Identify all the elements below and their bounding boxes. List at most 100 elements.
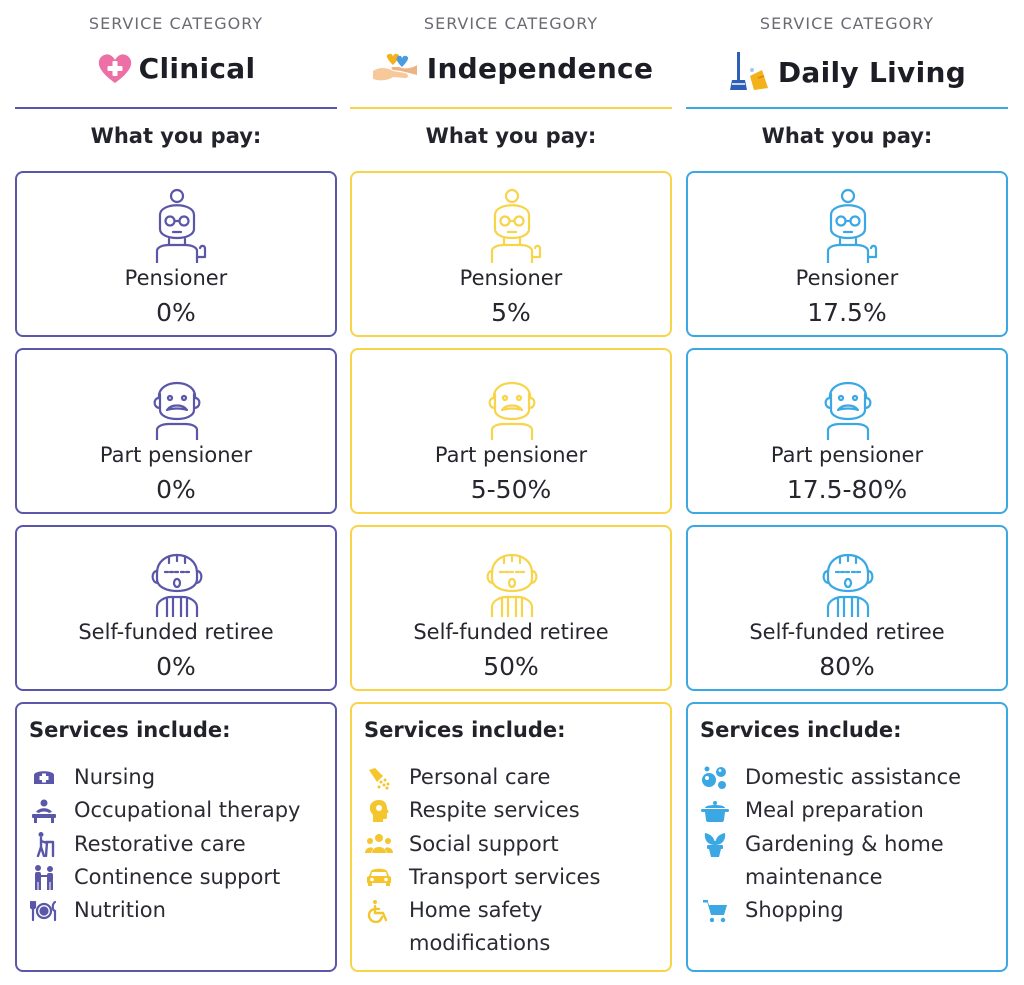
service-label: Occupational therapy: [74, 798, 301, 823]
tier-card-part-pensioner: Part pensioner 17.5-80%: [686, 348, 1008, 514]
old-man-icon: [478, 539, 546, 619]
service-label: Personal care: [409, 765, 551, 789]
service-label: Shopping: [745, 898, 844, 923]
tier-value: 0%: [156, 652, 196, 681]
services-list: Personal care Respite services Social su…: [364, 761, 666, 961]
category-title: Daily Living: [686, 52, 1008, 92]
list-item: Nursing: [29, 761, 331, 794]
service-label: Domestic assistance: [745, 765, 962, 789]
list-item: Gardening & home maintenance: [700, 828, 1002, 895]
list-item: Nutrition: [29, 894, 331, 927]
service-label: Transport services: [409, 864, 601, 889]
tier-name: Part pensioner: [770, 443, 924, 467]
services-box: Services include: Nursing Occupational t…: [15, 702, 337, 972]
list-item: Shopping: [700, 894, 1002, 927]
potted-plant-icon: [700, 828, 730, 861]
service-label: Gardening & home maintenance: [745, 831, 944, 889]
list-item: Home safety modifications: [364, 894, 666, 961]
service-label: Social support: [409, 831, 559, 856]
services-list: Nursing Occupational therapy Restorative…: [29, 761, 331, 927]
tier-card-part-pensioner: Part pensioner 5-50%: [350, 348, 672, 514]
category-title: Independence: [350, 52, 672, 85]
tier-value: 5%: [491, 298, 531, 327]
tier-value: 17.5%: [807, 298, 887, 327]
title-divider: [15, 107, 337, 109]
old-man-icon: [814, 539, 882, 619]
grandmother-icon: [143, 185, 211, 265]
tier-name: Part pensioner: [99, 443, 253, 467]
category-title-text: Clinical: [138, 52, 256, 85]
services-title: Services include:: [364, 718, 566, 742]
service-label: Continence support: [74, 864, 281, 889]
bubbles-icon: [700, 761, 730, 794]
tier-name: Pensioner: [459, 266, 563, 290]
category-kicker: SERVICE CATEGORY: [88, 14, 264, 33]
tier-name: Pensioner: [795, 266, 899, 290]
shower-icon: [364, 761, 394, 794]
tier-card-self-funded-retiree: Self-funded retiree 0%: [15, 525, 337, 691]
service-label: Home safety modifications: [409, 898, 551, 956]
list-item: Domestic assistance: [700, 761, 1002, 794]
category-column-clinical: SERVICE CATEGORY Clinical What you pay:: [15, 0, 337, 985]
category-title: Clinical: [15, 52, 337, 85]
wheelchair-icon: [364, 894, 394, 927]
heart-cross-icon: [97, 53, 133, 85]
tier-name: Pensioner: [124, 266, 228, 290]
walking-frame-icon: [29, 828, 59, 861]
tier-value: 0%: [156, 475, 196, 504]
category-column-independence: SERVICE CATEGORY Independence What you p…: [350, 0, 672, 985]
tier-value: 5-50%: [470, 475, 552, 504]
tier-name: Self-funded retiree: [78, 620, 274, 644]
grandfather-icon: [478, 362, 546, 442]
plate-cutlery-icon: [29, 894, 59, 927]
tier-card-self-funded-retiree: Self-funded retiree 80%: [686, 525, 1008, 691]
services-box: Services include: Personal care Respite …: [350, 702, 672, 972]
tier-name: Self-funded retiree: [413, 620, 609, 644]
tier-name: Part pensioner: [434, 443, 588, 467]
services-title: Services include:: [29, 718, 231, 742]
services-title: Services include:: [700, 718, 902, 742]
services-box: Services include: Domestic assistance Me…: [686, 702, 1008, 972]
tier-value: 50%: [483, 652, 539, 681]
list-item: Personal care: [364, 761, 666, 794]
tier-name: Self-funded retiree: [749, 620, 945, 644]
shopping-cart-icon: [700, 894, 730, 927]
category-column-daily-living: SERVICE CATEGORY Daily Living What you p…: [686, 0, 1008, 985]
services-list: Domestic assistance Meal preparation Gar…: [700, 761, 1002, 927]
car-icon: [364, 861, 394, 894]
tier-card-self-funded-retiree: Self-funded retiree 50%: [350, 525, 672, 691]
hands-hearts-icon: [369, 53, 421, 85]
cooking-pot-icon: [700, 794, 730, 827]
category-title-text: Independence: [426, 52, 654, 85]
service-label: Respite services: [409, 798, 580, 823]
people-group-icon: [364, 828, 394, 861]
service-label: Nursing: [74, 765, 156, 789]
title-divider: [686, 107, 1008, 109]
broom-icon: [728, 52, 772, 92]
service-label: Meal preparation: [745, 798, 924, 823]
therapy-icon: [29, 794, 59, 827]
service-label: Restorative care: [74, 831, 246, 856]
grandmother-icon: [478, 185, 546, 265]
list-item: Continence support: [29, 861, 331, 894]
list-item: Social support: [364, 828, 666, 861]
title-divider: [350, 107, 672, 109]
list-item: Occupational therapy: [29, 794, 331, 827]
head-icon: [364, 794, 394, 827]
category-title-text: Daily Living: [777, 55, 967, 89]
list-item: Meal preparation: [700, 794, 1002, 827]
tier-card-part-pensioner: Part pensioner 0%: [15, 348, 337, 514]
tier-value: 17.5-80%: [786, 475, 908, 504]
tier-card-pensioner: Pensioner 5%: [350, 171, 672, 337]
list-item: Restorative care: [29, 828, 331, 861]
grandfather-icon: [143, 362, 211, 442]
what-you-pay-label: What you pay:: [425, 124, 597, 148]
nurse-cap-icon: [29, 761, 59, 794]
grandfather-icon: [814, 362, 882, 442]
assist-person-icon: [29, 861, 59, 894]
what-you-pay-label: What you pay:: [761, 124, 933, 148]
old-man-icon: [143, 539, 211, 619]
tier-value: 0%: [156, 298, 196, 327]
grandmother-icon: [814, 185, 882, 265]
category-kicker: SERVICE CATEGORY: [423, 14, 599, 33]
